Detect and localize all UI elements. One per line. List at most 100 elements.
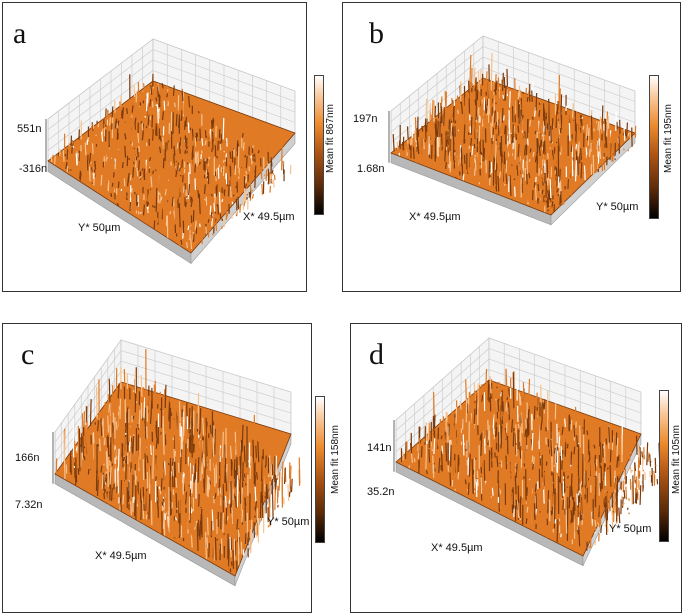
surface-spike <box>531 90 533 102</box>
side-axis-label: Y* 50µm <box>609 523 652 535</box>
surface-spike <box>194 526 196 530</box>
surface-spike <box>488 396 491 403</box>
surface-spike <box>84 156 87 163</box>
surface-spike <box>171 458 174 466</box>
surface-spike <box>423 131 426 147</box>
surface-plot-d <box>393 337 671 567</box>
surface-spike <box>550 166 553 178</box>
surface-spike <box>116 123 118 129</box>
surface-spike <box>526 473 529 485</box>
surface-spike <box>585 504 588 509</box>
surface-spike <box>283 497 285 505</box>
surface-spike <box>139 136 142 153</box>
surface-spike <box>425 453 427 470</box>
surface-spike <box>458 424 461 437</box>
surface-spike <box>626 122 629 138</box>
surface-spike <box>149 99 152 107</box>
surface-spike <box>167 179 170 181</box>
surface-spike <box>200 491 203 500</box>
surface-spike <box>274 487 276 511</box>
grid-line <box>152 59 296 113</box>
surface-spike <box>178 533 181 538</box>
surface-spike <box>130 501 132 516</box>
surface-spike <box>109 466 112 485</box>
surface-spike <box>457 471 460 480</box>
surface-spike <box>230 537 233 550</box>
surface-spike <box>232 470 235 489</box>
surface-spike <box>88 152 92 164</box>
surface-spike <box>516 165 519 176</box>
surface-plot-a <box>45 38 296 265</box>
surface-spike <box>500 425 503 449</box>
surface-spike <box>196 429 199 432</box>
surface-spike <box>590 115 593 140</box>
surface-spike <box>242 474 245 482</box>
surface-spike <box>476 391 479 399</box>
surface-spike <box>187 122 190 134</box>
surface-spike <box>455 407 458 424</box>
surface-spike <box>559 142 562 153</box>
surface-spike <box>226 212 229 218</box>
surface-spike <box>175 113 178 127</box>
grid-line <box>395 358 490 442</box>
surface-spike <box>646 442 649 466</box>
surface-spike <box>244 154 247 158</box>
surface-spike <box>144 115 147 118</box>
surface-spike <box>104 147 107 159</box>
surface-spike <box>573 425 576 438</box>
surface-spike <box>573 446 576 455</box>
surface-spike <box>134 470 137 486</box>
surface-spike <box>490 439 493 448</box>
surface-spike <box>105 411 108 438</box>
surface-spike <box>208 153 210 156</box>
surface-spike <box>289 465 292 487</box>
surface-spike <box>620 133 623 137</box>
surface-spike <box>241 424 244 452</box>
surface-spike <box>534 155 537 163</box>
surface-spike <box>273 174 276 181</box>
surface-spike <box>119 174 122 179</box>
surface-spike <box>558 521 561 526</box>
surface-spike <box>493 110 496 123</box>
surface-spike <box>266 483 269 500</box>
surface-spike <box>200 150 203 154</box>
surface-spike <box>202 417 205 436</box>
surface-spike <box>152 445 155 479</box>
surface-spike <box>65 464 68 474</box>
surface-spike <box>249 181 252 192</box>
surface-spike <box>111 182 114 187</box>
surface-spike <box>529 148 532 154</box>
surface-spike <box>138 475 140 484</box>
surface-spike <box>454 488 457 491</box>
surface-spike <box>517 143 520 157</box>
surface-spike <box>554 521 557 538</box>
surface-spike <box>443 434 446 453</box>
surface-spike <box>201 212 204 218</box>
surface-spike <box>570 473 573 496</box>
surface-spike <box>159 196 162 204</box>
surface-spike <box>532 158 535 166</box>
surface-spike <box>186 242 189 248</box>
surface-spike <box>250 155 253 159</box>
surface-spike <box>460 147 463 160</box>
surface-spike <box>417 444 420 452</box>
surface-spike <box>580 122 583 124</box>
surface-spike <box>160 125 163 132</box>
surface-spike <box>406 143 409 153</box>
surface-spike <box>471 145 474 156</box>
surface-spike <box>493 158 496 169</box>
surface-spike <box>562 499 565 510</box>
surface-spike <box>532 134 535 148</box>
surface-spike <box>206 158 209 164</box>
surface-spike <box>554 175 557 204</box>
surface-spike <box>490 53 493 91</box>
surface-spike <box>565 509 568 534</box>
surface-spike <box>578 503 581 525</box>
surface-spike <box>542 461 545 473</box>
surface-spike <box>237 172 240 177</box>
surface-spike <box>524 123 526 126</box>
surface-spike <box>204 198 207 201</box>
surface-spike <box>425 470 428 475</box>
surface-spike <box>517 125 520 133</box>
surface-spike <box>549 125 552 144</box>
